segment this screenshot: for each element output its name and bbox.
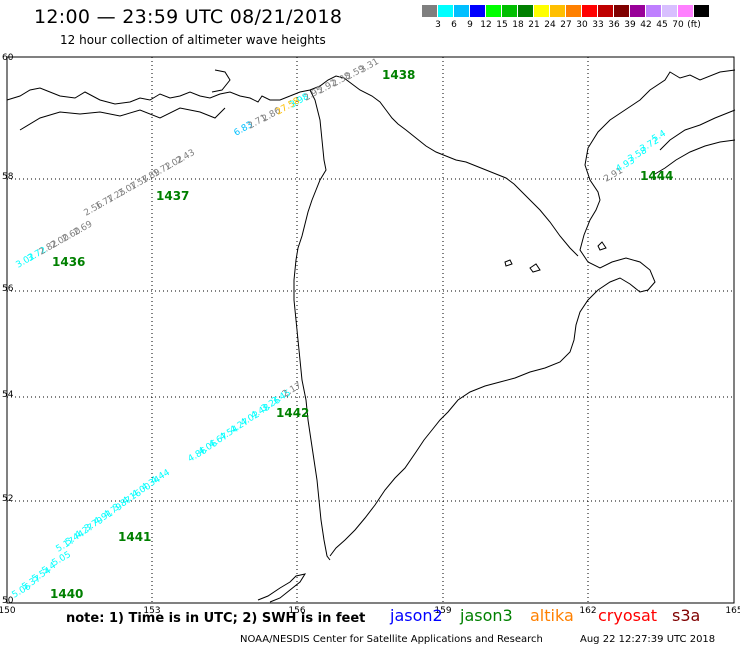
longitude-label: 150 [0, 606, 16, 616]
track-id-label: 1437 [156, 189, 189, 203]
mainland-coast-north [289, 75, 579, 257]
track-id-label: 1441 [118, 530, 151, 544]
wave-height-value: 2.43 [175, 148, 197, 167]
colorbar-swatch [518, 5, 534, 17]
footer-credit: NOAA/NESDIS Center for Satellite Applica… [240, 634, 543, 645]
latitude-label: 54 [2, 390, 14, 400]
satellite-legend-item: jason3 [460, 606, 513, 625]
colorbar-swatch [646, 5, 662, 17]
colorbar-tick-label: 39 [624, 20, 636, 30]
altimeter-tracks: 3.023.722.822.002.602.6914362.561.771.25… [11, 57, 674, 601]
wave-height-value: 3.31 [359, 57, 381, 76]
colorbar-swatch [502, 5, 518, 17]
latitude-label: 58 [2, 172, 14, 182]
colorbar-tick-label: 21 [528, 20, 540, 30]
colorbar-swatch [486, 5, 502, 17]
latitude-label: 52 [2, 494, 13, 504]
satellite-legend-item: jason2 [390, 606, 443, 625]
longitude-label: 159 [434, 606, 451, 616]
west-coast [293, 89, 331, 561]
axis-labels: 150 153 156 159 162 165 60 58 56 54 52 50 [0, 53, 740, 616]
footer-timestamp: Aug 22 12:27:39 UTC 2018 [580, 634, 716, 645]
colorbar-swatch [422, 5, 438, 17]
colorbar-tick-label: 15 [496, 20, 508, 30]
colorbar-swatch [454, 5, 470, 17]
colorbar-swatch [566, 5, 582, 17]
kamchatka-east [659, 109, 736, 151]
colorbar-tick-label: 12 [480, 20, 492, 30]
coastline [6, 69, 736, 603]
track-id-label: 1442 [276, 406, 309, 420]
colorbar-swatch [550, 5, 566, 17]
latitude-label: 60 [2, 53, 14, 63]
track-id-label: 1440 [50, 587, 83, 601]
colorbar-tick-label: 6 [451, 20, 457, 30]
colorbar-swatch [662, 5, 678, 17]
kuril-coast [257, 573, 307, 603]
peninsula-coast [19, 107, 226, 131]
latitude-label: 56 [2, 284, 14, 294]
small-island [529, 263, 541, 273]
small-island-b [504, 259, 513, 267]
colorbar-tick-label: 36 [608, 20, 620, 30]
note-text: note: 1) Time is in UTC; 2) SWH is in fe… [66, 611, 366, 626]
small-island-c [597, 241, 607, 251]
colorbar-swatch [438, 5, 454, 17]
colorbar-tick-label: 70 [672, 20, 684, 30]
colorbar-tick-label: 3 [435, 20, 441, 30]
wave-height-value: 5.4 [651, 129, 669, 145]
colorbar-swatch [630, 5, 646, 17]
map-frame [6, 56, 735, 604]
colorbar-tick-label: 30 [576, 20, 588, 30]
longitude-label: 165 [725, 606, 740, 616]
track-id-label: 1436 [52, 255, 85, 269]
map-title: 12:00 — 23:59 UTC 08/21/2018 [34, 6, 343, 28]
colorbar-swatch [694, 5, 710, 17]
colorbar-swatch [614, 5, 630, 17]
colorbar-tick-label: 24 [544, 20, 556, 30]
satellite-legend-item: cryosat [598, 606, 658, 625]
satellite-legend-item: s3a [672, 606, 701, 625]
track-id-label: 1444 [640, 169, 673, 183]
track-id-label: 1438 [382, 68, 415, 82]
colorbar-swatch [470, 5, 486, 17]
latitude-label: 50 [2, 596, 14, 606]
colorbar-tick-label: 27 [560, 20, 572, 30]
colorbar [422, 5, 710, 17]
longitude-label: 162 [579, 606, 596, 616]
colorbar-swatch [678, 5, 694, 17]
kamchatka-east-b [654, 139, 736, 175]
colorbar-tick-label: 45 [656, 20, 668, 30]
colorbar-swatch [598, 5, 614, 17]
colorbar-tick-label: (ft) [687, 20, 701, 30]
colorbar-swatch [582, 5, 598, 17]
kamchatka-coast [329, 69, 736, 557]
graticule [7, 57, 734, 603]
peninsula-coast-b [211, 69, 231, 93]
colorbar-tick-label: 42 [640, 20, 652, 30]
wave-height-value: 2.69 [72, 219, 95, 238]
longitude-label: 153 [143, 606, 160, 616]
colorbar-tick-label: 9 [467, 20, 473, 30]
colorbar-tick-label: 33 [592, 20, 604, 30]
mainland-coast [6, 87, 291, 105]
colorbar-swatch [534, 5, 550, 17]
longitude-label: 156 [288, 606, 305, 616]
colorbar-tick-label: 18 [512, 20, 524, 30]
map-subtitle: 12 hour collection of altimeter wave hei… [60, 33, 326, 47]
satellite-legend-item: altika [530, 606, 574, 625]
